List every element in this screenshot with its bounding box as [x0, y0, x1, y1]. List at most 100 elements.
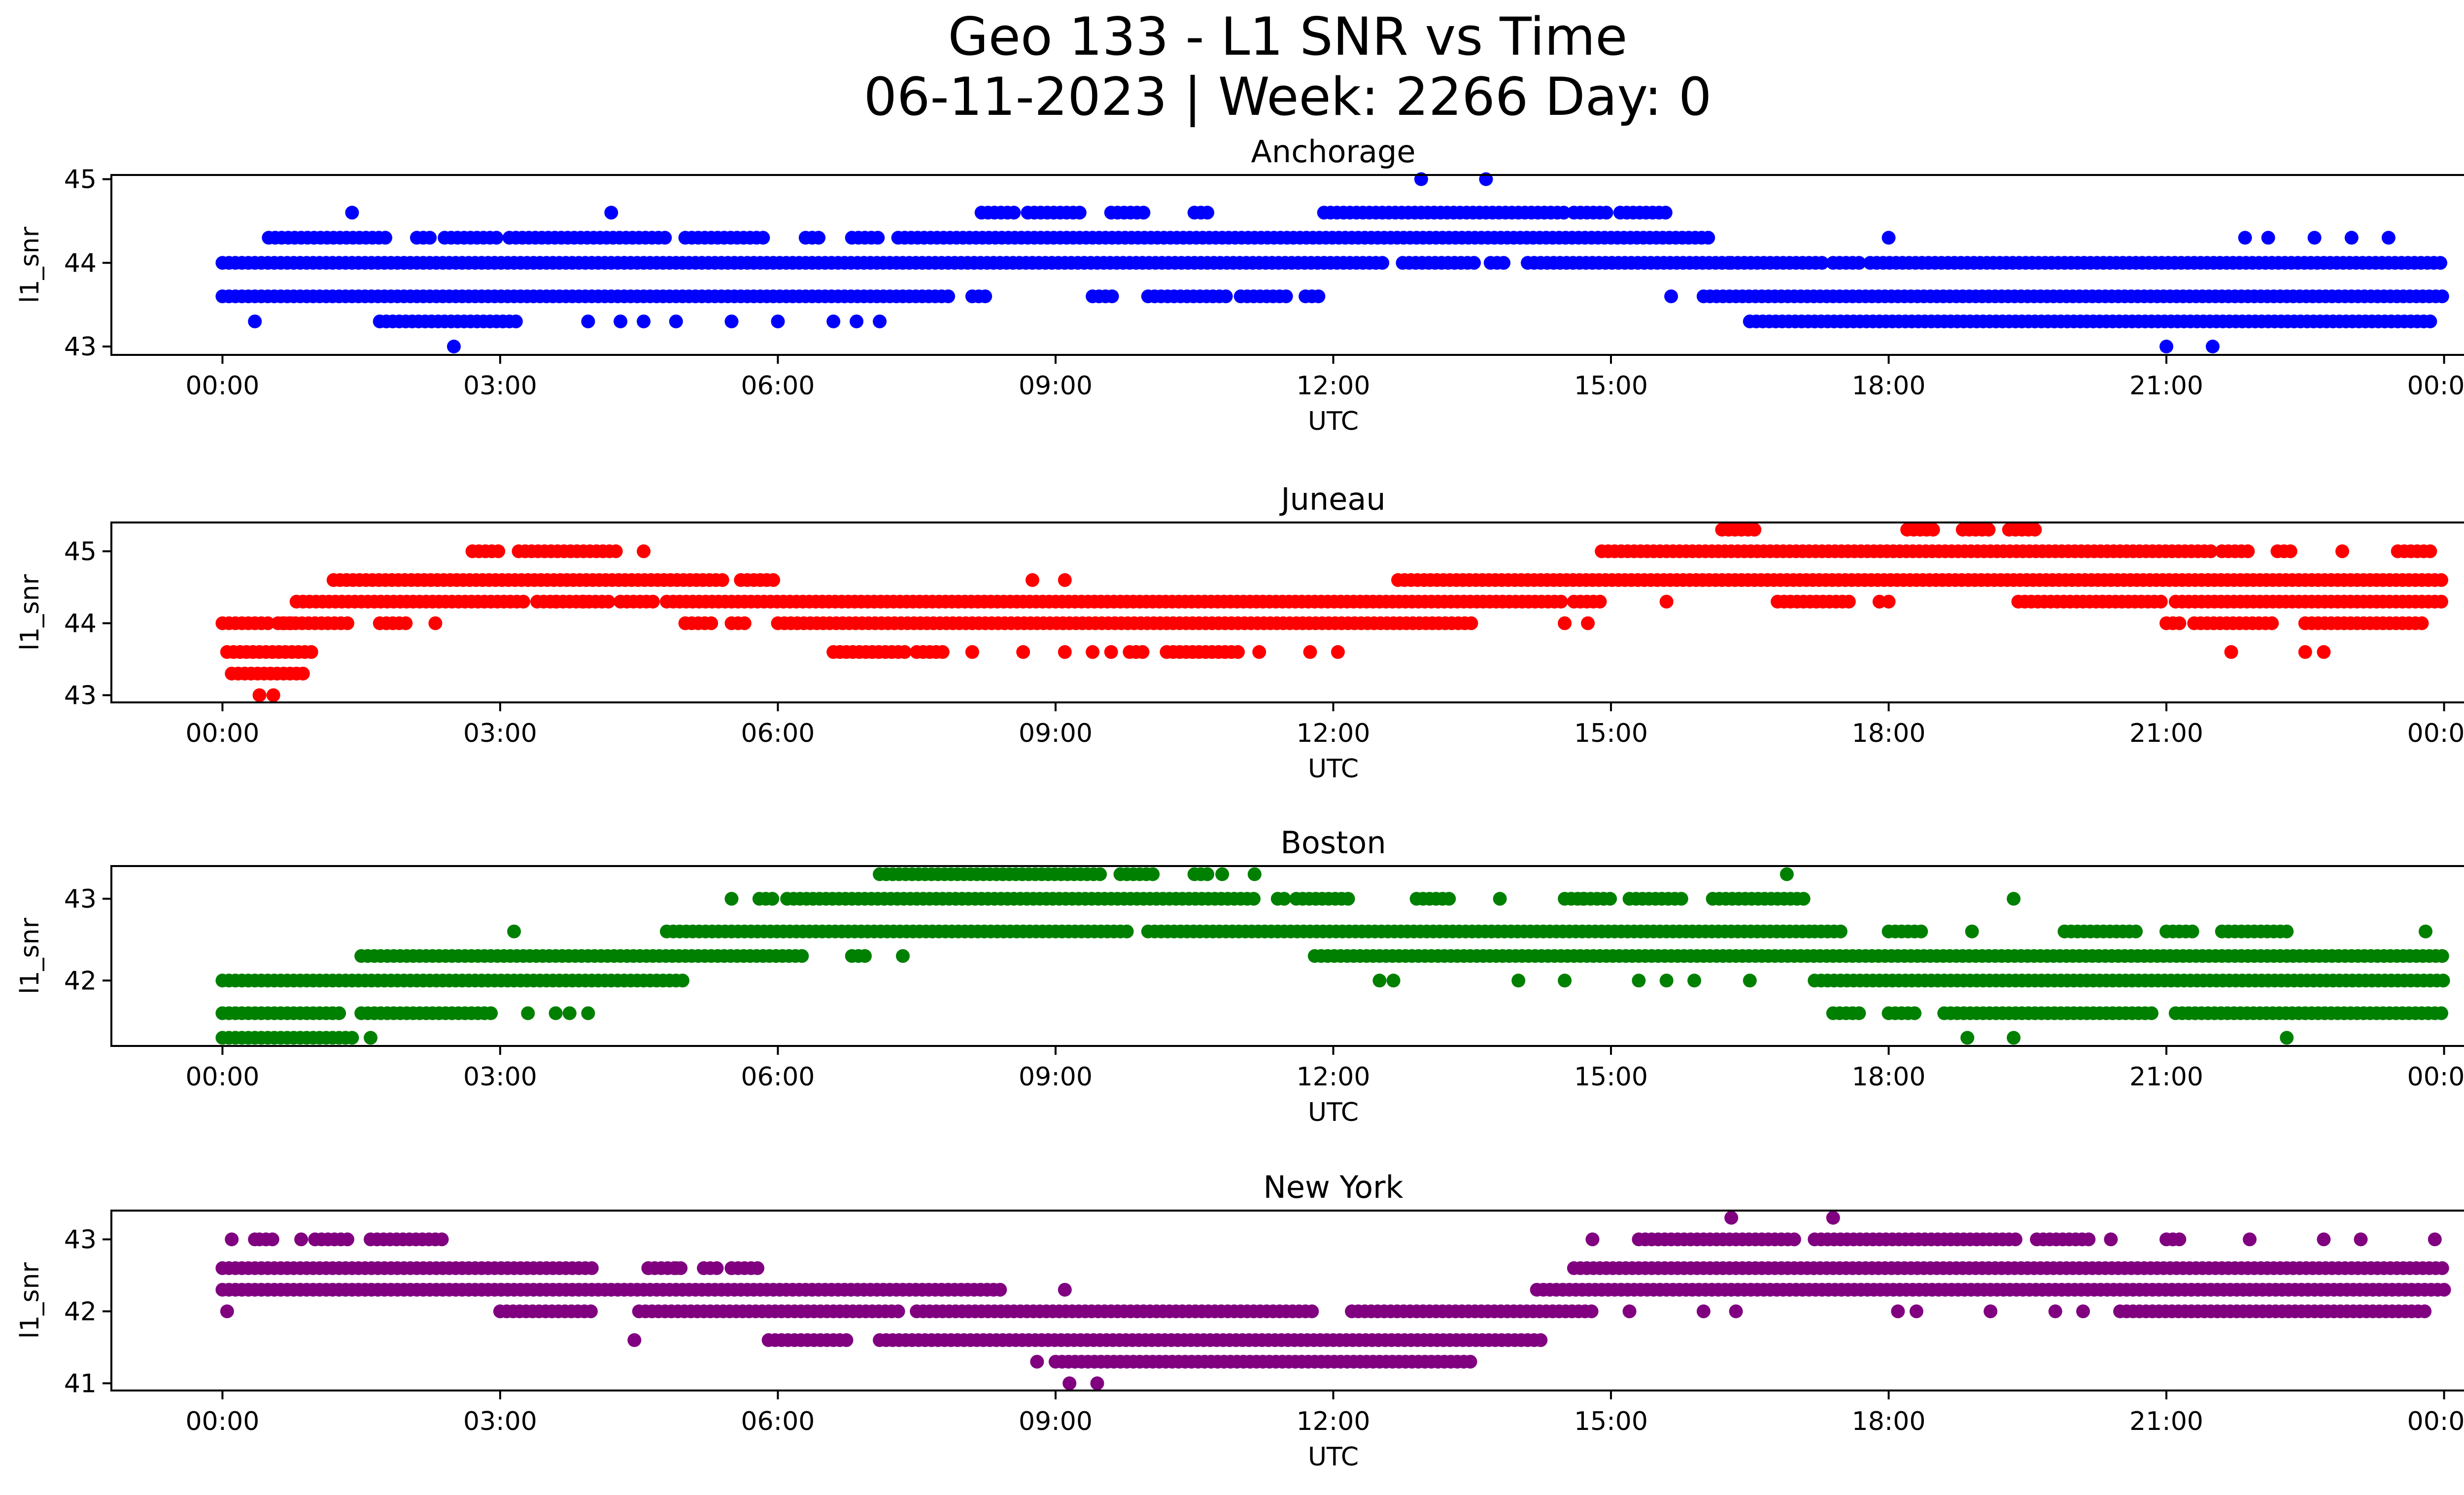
x-tick-label: 00:00: [2407, 371, 2464, 401]
data-point: [609, 544, 623, 558]
data-point: [1303, 645, 1317, 659]
data-point: [1305, 1304, 1319, 1319]
data-point: [304, 645, 318, 659]
data-point: [1701, 231, 1715, 245]
data-point: [1247, 867, 1262, 881]
data-point: [1534, 1333, 1548, 1347]
data-point: [1007, 206, 1021, 220]
series-points: [215, 867, 2450, 1045]
data-point: [1982, 522, 1996, 537]
data-point: [604, 206, 618, 220]
data-point: [669, 1261, 683, 1275]
data-point: [1724, 1211, 1739, 1225]
x-tick-label: 03:00: [463, 1062, 537, 1092]
x-tick-label: 00:00: [2407, 1407, 2464, 1436]
data-point: [2185, 924, 2199, 939]
data-point: [423, 231, 437, 245]
subplot-juneau: Juneau 00:00 03:00 06:00 09:00 12:00 15:00 18:0…: [15, 481, 2464, 784]
data-point: [965, 645, 979, 659]
x-tick-label: 21:00: [2129, 371, 2203, 401]
data-point: [2154, 594, 2168, 609]
data-point: [1016, 645, 1030, 659]
data-point: [1030, 1355, 1044, 1369]
data-point: [399, 616, 413, 630]
x-tick-label: 09:00: [1019, 1407, 1093, 1436]
data-point: [2280, 924, 2294, 939]
y-tick-label: 43: [64, 332, 97, 362]
x-tick-label: 21:00: [2129, 1062, 2203, 1092]
data-point: [1442, 892, 1456, 906]
data-point: [724, 314, 739, 329]
x-tick-label: 15:00: [1574, 1062, 1648, 1092]
data-point: [1231, 645, 1245, 659]
x-tick-label: 21:00: [2129, 719, 2203, 748]
y-axis-label: l1_snr: [15, 574, 45, 651]
data-point: [1965, 924, 1979, 939]
data-point: [812, 231, 826, 245]
data-point: [2028, 522, 2042, 537]
data-point: [1576, 892, 1590, 906]
x-tick-label: 03:00: [463, 719, 537, 748]
data-point: [484, 1006, 498, 1020]
x-tick-label: 18:00: [1852, 1062, 1926, 1092]
data-point: [766, 573, 781, 587]
data-point: [737, 616, 752, 630]
data-point: [265, 1232, 279, 1247]
data-point: [1464, 616, 1478, 630]
data-point: [839, 1333, 854, 1347]
data-point: [1058, 645, 1072, 659]
data-point: [345, 206, 359, 220]
data-point: [795, 949, 809, 963]
subplot-title: Anchorage: [1251, 134, 1415, 170]
data-point: [248, 314, 262, 329]
data-point: [2307, 231, 2322, 245]
data-point: [1696, 1304, 1711, 1319]
data-point: [225, 1232, 239, 1247]
data-point: [826, 314, 841, 329]
data-point: [724, 1261, 739, 1275]
data-point: [1780, 867, 1794, 881]
data-point: [1058, 1283, 1072, 1297]
data-point: [676, 973, 689, 988]
data-point: [614, 314, 628, 329]
data-point: [1584, 1304, 1599, 1319]
x-tick-label: 00:00: [185, 1407, 259, 1436]
data-point: [1386, 973, 1401, 988]
x-tick-label: 12:00: [1297, 371, 1370, 401]
data-point: [435, 1232, 449, 1247]
data-point: [2434, 594, 2448, 609]
data-point: [646, 594, 660, 609]
subplot-title: Boston: [1280, 825, 1386, 861]
data-point: [2415, 616, 2429, 630]
data-point: [873, 314, 887, 329]
data-point: [697, 1261, 711, 1275]
data-point: [1787, 1232, 1801, 1247]
data-point: [2159, 340, 2174, 353]
data-point: [1062, 1376, 1077, 1391]
data-point: [1852, 256, 1866, 270]
data-point: [1146, 867, 1160, 881]
data-point: [850, 314, 864, 329]
data-point: [1493, 892, 1507, 906]
data-point: [2082, 1232, 2096, 1247]
x-axis-label: UTC: [1308, 754, 1359, 784]
data-point: [548, 594, 563, 609]
data-point: [266, 688, 280, 702]
data-point: [1687, 973, 1702, 988]
subplot-anchorage: Anchorage 00:00 03:00 06:00 09:00 12:00 15:00 1…: [15, 134, 2464, 436]
data-point: [1729, 1304, 1743, 1319]
data-point: [1581, 616, 1595, 630]
data-point: [2428, 1232, 2442, 1247]
data-point: [1200, 206, 1214, 220]
x-tick-label: 09:00: [1019, 1062, 1093, 1092]
x-tick-label: 03:00: [463, 371, 537, 401]
series-points: [215, 172, 2449, 353]
data-point: [1135, 645, 1150, 659]
data-point: [1659, 594, 1674, 609]
x-tick-label: 18:00: [1852, 719, 1926, 748]
data-point: [1279, 289, 1293, 304]
data-point: [252, 688, 267, 702]
data-point: [1026, 573, 1039, 587]
data-point: [858, 949, 872, 963]
data-point: [2418, 1304, 2432, 1319]
